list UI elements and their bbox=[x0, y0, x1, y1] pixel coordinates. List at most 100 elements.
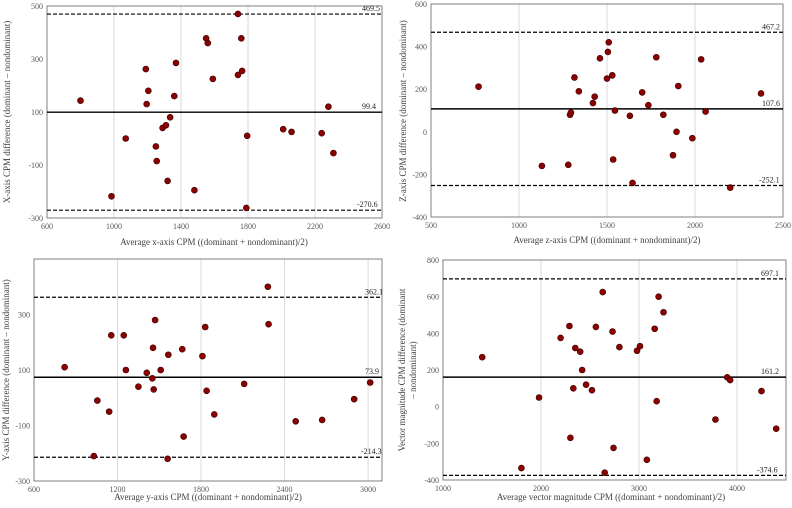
data-point bbox=[588, 386, 596, 394]
data-point bbox=[77, 97, 84, 104]
x-tick-label: 1000 bbox=[435, 484, 451, 493]
data-point bbox=[757, 90, 765, 97]
data-point bbox=[758, 387, 765, 395]
data-point bbox=[151, 316, 159, 324]
data-point bbox=[604, 48, 612, 56]
lower-limit-label: -252.1 bbox=[759, 175, 780, 184]
data-point bbox=[669, 151, 677, 159]
data-point bbox=[292, 418, 299, 425]
data-point bbox=[638, 89, 646, 96]
x-tick-label: 2400 bbox=[277, 485, 293, 494]
data-point bbox=[653, 397, 660, 405]
y-tick-label: 500 bbox=[31, 2, 43, 11]
data-point bbox=[772, 425, 780, 432]
data-point bbox=[135, 383, 142, 390]
y-tick-label: 200 bbox=[427, 366, 439, 375]
z-axis-bland-altman-chart: 500 1000 1500 2000 2500 -400 -200 0 200 400 600 A… bbox=[398, 0, 791, 245]
data-point bbox=[689, 134, 696, 142]
data-point bbox=[143, 100, 150, 108]
y-tick-label: -400 bbox=[412, 213, 427, 222]
data-point bbox=[203, 387, 210, 395]
data-point bbox=[655, 293, 662, 300]
data-point bbox=[238, 35, 245, 42]
data-point bbox=[171, 92, 178, 100]
x-tick-label: 2500 bbox=[775, 221, 791, 230]
y-tick-label: -100 bbox=[28, 161, 43, 170]
x-tick-label: 2000 bbox=[533, 484, 549, 493]
y-tick-label: 0 bbox=[423, 128, 427, 137]
y-tick-label: 300 bbox=[18, 311, 30, 320]
y-axis-bland-altman-chart: 600 1200 1800 2400 3000 -300 -100 100 300 Avera… bbox=[1, 258, 383, 502]
y-axis-title: Z-axis CPM difference (dominant – nondom… bbox=[398, 20, 408, 202]
y-axis-title: Vector magnitude CPM difference (dominan… bbox=[397, 288, 418, 451]
mean-difference-label: 107.6 bbox=[762, 99, 780, 108]
data-point bbox=[643, 456, 651, 464]
y-tick-label: 600 bbox=[427, 293, 439, 302]
x-tick-label: 1200 bbox=[110, 485, 126, 494]
data-point bbox=[673, 128, 680, 136]
data-point bbox=[209, 75, 217, 83]
data-point bbox=[204, 39, 212, 47]
data-point bbox=[191, 186, 198, 194]
y-tick-label: 400 bbox=[415, 43, 427, 52]
data-point bbox=[576, 348, 584, 355]
data-point bbox=[164, 455, 171, 463]
x-tick-label: 1000 bbox=[106, 222, 122, 231]
data-point bbox=[591, 93, 598, 100]
data-point bbox=[279, 125, 287, 133]
x-axis-title: Average z-axis CPM ((dominant + nondomin… bbox=[513, 235, 700, 245]
data-point bbox=[518, 464, 525, 472]
data-point bbox=[611, 107, 619, 114]
data-point bbox=[153, 157, 161, 165]
data-point bbox=[265, 320, 272, 328]
y-tick-label: 100 bbox=[18, 366, 30, 375]
data-point bbox=[599, 288, 607, 296]
x-axis-title: Average y-axis CPM ((dominant + nondomin… bbox=[114, 492, 302, 502]
data-point bbox=[164, 177, 171, 185]
data-point bbox=[120, 332, 128, 339]
data-point bbox=[149, 344, 157, 352]
x-tick-label: 2000 bbox=[687, 221, 703, 230]
data-point bbox=[288, 128, 295, 136]
data-point bbox=[589, 99, 597, 107]
data-point bbox=[660, 308, 667, 316]
data-point bbox=[629, 179, 636, 187]
data-point bbox=[325, 103, 332, 110]
x-tick-label: 1800 bbox=[193, 485, 209, 494]
data-point bbox=[571, 344, 579, 352]
data-point bbox=[726, 376, 734, 384]
data-point bbox=[240, 380, 248, 388]
data-point bbox=[142, 65, 150, 73]
plot-frame bbox=[430, 3, 784, 218]
data-point bbox=[234, 71, 242, 79]
mean-difference-label: 161.2 bbox=[761, 367, 779, 376]
data-point bbox=[166, 114, 174, 121]
data-point bbox=[616, 343, 623, 351]
x-tick-label: 1400 bbox=[173, 222, 189, 231]
upper-limit-label: 469.5 bbox=[362, 4, 380, 13]
data-point bbox=[605, 39, 613, 46]
data-point bbox=[318, 129, 326, 137]
data-point bbox=[475, 83, 482, 90]
data-point bbox=[633, 347, 641, 355]
data-point bbox=[608, 72, 616, 79]
x-axis-title: Average x-axis CPM ((dominant + nondomin… bbox=[120, 237, 308, 247]
data-point bbox=[366, 379, 374, 386]
data-point bbox=[535, 394, 543, 401]
data-point bbox=[538, 162, 546, 170]
y-tick-label: -400 bbox=[424, 476, 439, 485]
y-tick-label: -200 bbox=[412, 170, 427, 179]
y-tick-label: 300 bbox=[31, 55, 43, 64]
data-point bbox=[567, 434, 574, 442]
data-point bbox=[122, 135, 130, 142]
x-tick-label: 1000 bbox=[511, 221, 527, 230]
data-point bbox=[596, 55, 604, 62]
x-tick-label: 1800 bbox=[240, 222, 256, 231]
x-tick-label: 1500 bbox=[599, 221, 615, 230]
data-point bbox=[162, 121, 170, 129]
data-point bbox=[350, 395, 358, 403]
y-tick-label: 800 bbox=[427, 256, 439, 265]
data-point bbox=[61, 363, 68, 371]
data-point bbox=[626, 112, 634, 120]
